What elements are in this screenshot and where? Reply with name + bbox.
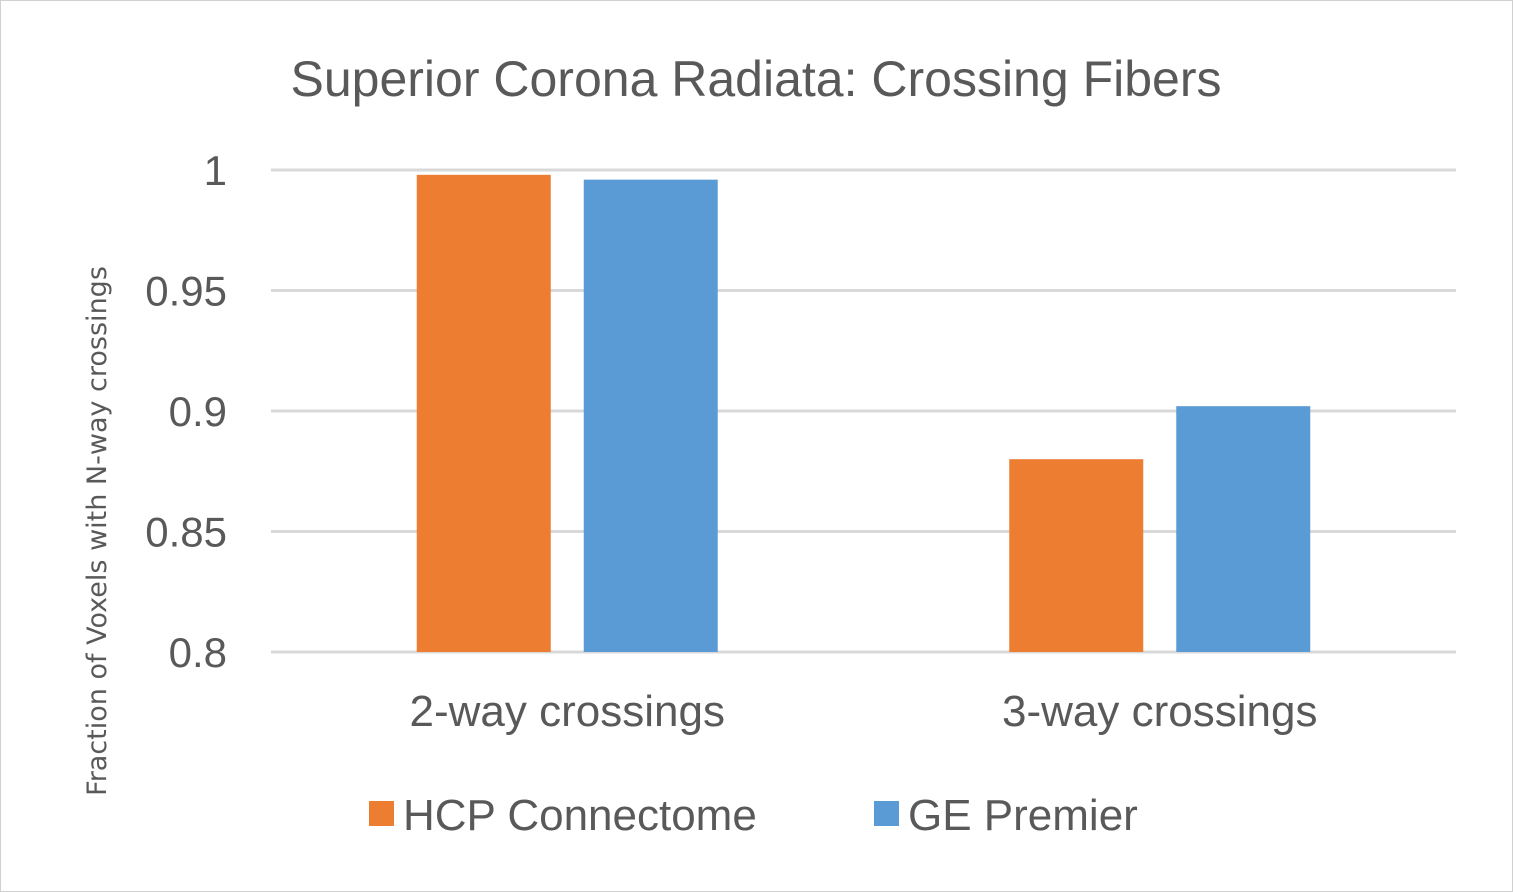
legend-swatch xyxy=(874,801,899,826)
bar-hcp-connectome-1 xyxy=(416,174,551,652)
legend-label: GE Premier xyxy=(908,791,1138,840)
x-axis-categories: 2-way crossings 3-way crossings xyxy=(410,687,1318,736)
y-tick-label: 0.85 xyxy=(145,509,227,556)
y-axis-label: Fraction of Voxels with N-way crossings xyxy=(82,266,113,796)
y-tick-label: 0.8 xyxy=(169,629,227,676)
x-category-label: 2-way crossings xyxy=(410,687,725,736)
legend-label: HCP Connectome xyxy=(403,791,757,840)
legend-swatch xyxy=(369,801,394,826)
y-tick-label: 1 xyxy=(204,147,227,194)
bar-ge-premier-2 xyxy=(1176,406,1311,652)
chart-title: Superior Corona Radiata: Crossing Fibers xyxy=(291,51,1222,107)
bars xyxy=(416,174,1311,652)
y-axis-ticks: 0.8 0.85 0.9 0.95 1 xyxy=(145,147,227,676)
bar-hcp-connectome-2 xyxy=(1009,459,1144,652)
y-tick-label: 0.9 xyxy=(169,388,227,435)
x-category-label: 3-way crossings xyxy=(1002,687,1317,736)
legend: HCP Connectome GE Premier xyxy=(369,791,1138,840)
y-tick-label: 0.95 xyxy=(145,268,227,315)
bar-ge-premier-1 xyxy=(583,179,718,652)
